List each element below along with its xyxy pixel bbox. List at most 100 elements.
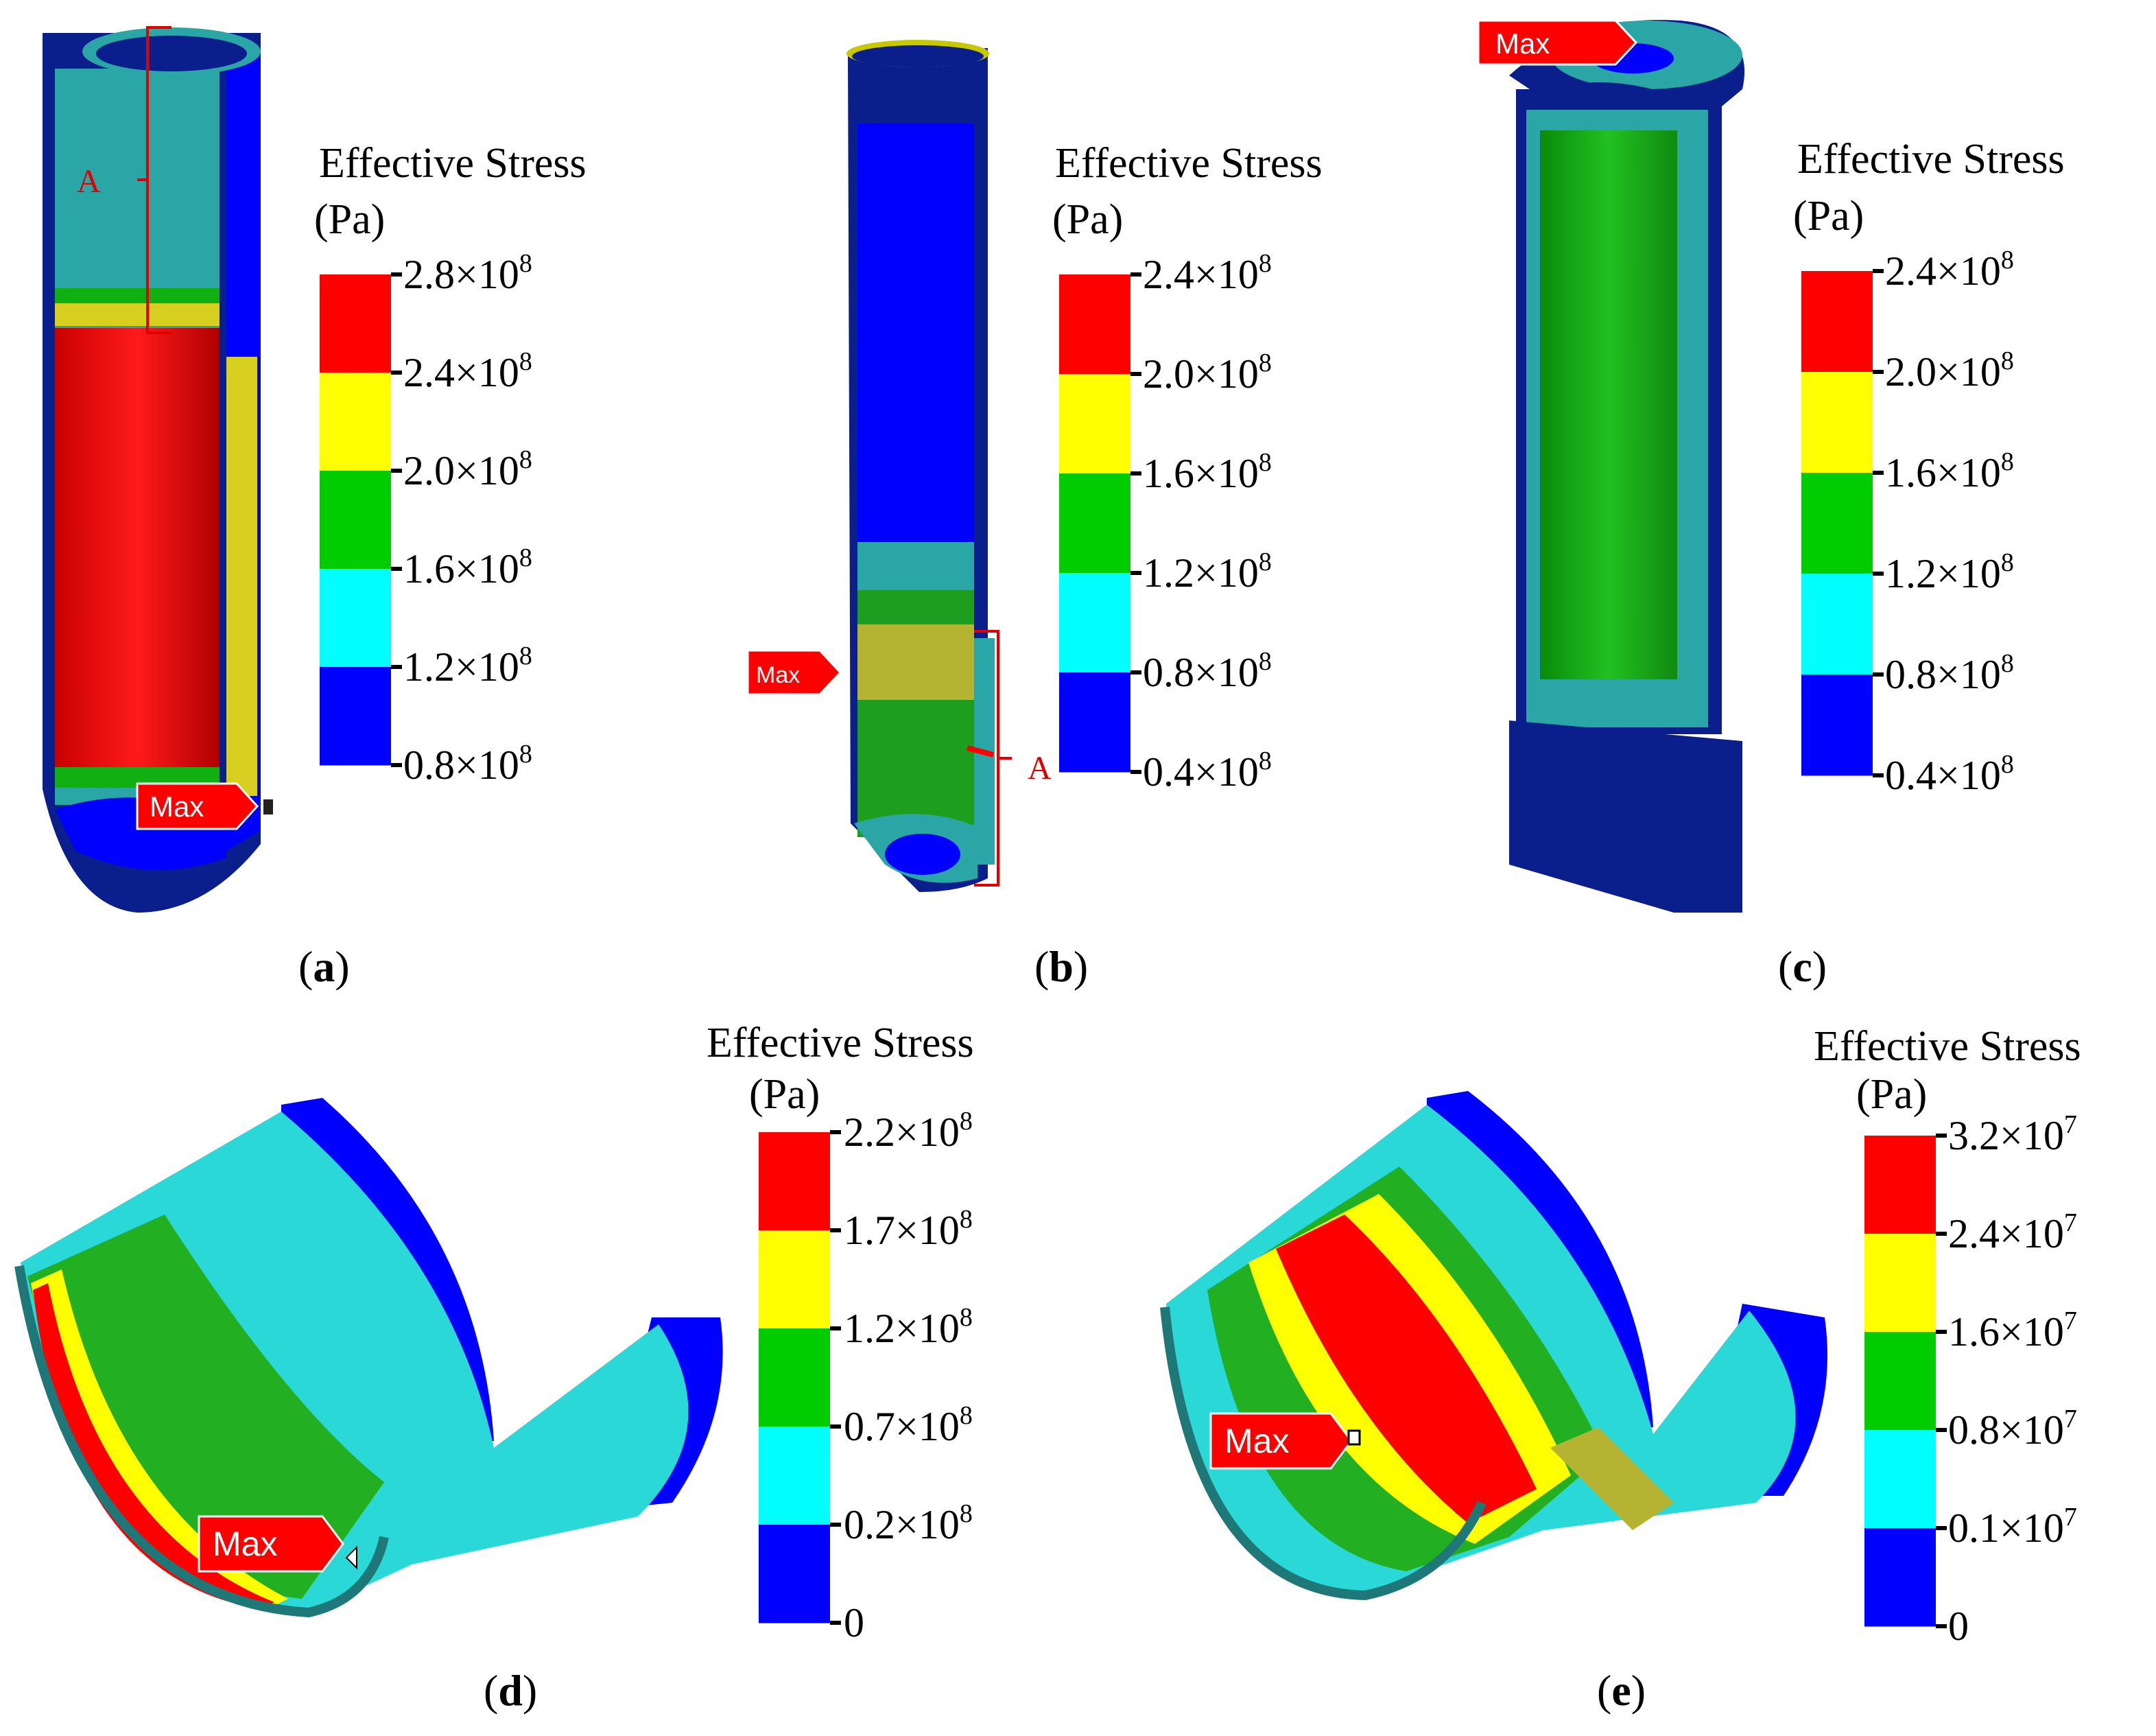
panel-e: Max Effective Stress(Pa) 3.2×107 2.4×107 1.…: [1160, 1023, 2081, 1715]
model-a-band-yellow: [55, 302, 220, 326]
legend-e-tick-label-5: 0.1×107: [1948, 1503, 2077, 1551]
model-a: [43, 27, 261, 913]
model-c: [1509, 20, 1745, 913]
legend-c-tick-label-3: 1.6×108: [1885, 447, 2014, 495]
model-a-top-hole: [96, 36, 247, 71]
max-marker-b: Max: [746, 649, 842, 696]
legend-d-tick-label-1: 2.2×108: [844, 1107, 973, 1155]
model-e-outer-rim: [1160, 1306, 1486, 1601]
region-a-marker-a: A: [77, 26, 171, 334]
legend-b-band-3: [1059, 473, 1130, 574]
legend-b-tick-label-3: 1.6×108: [1143, 448, 1272, 496]
legend-a: Effective Stress (Pa) 2.8×108 2.4×108 2.0×10…: [314, 140, 587, 788]
panel-a: A Max Effective Stress (Pa) 2.8×108 2.4×108…: [43, 26, 587, 991]
legend-d-tick-label-6: 0: [844, 1600, 864, 1645]
legend-b-unit: (Pa): [1052, 196, 1123, 243]
legend-a-tick-label-5: 1.2×108: [403, 642, 532, 690]
legend-d-title: Effective Stress: [707, 1020, 974, 1066]
legend-e-band-4: [1864, 1430, 1936, 1529]
legend-c-tick-label-1: 2.4×108: [1885, 246, 2014, 294]
legend-e-unit: (Pa): [1856, 1071, 1927, 1118]
legend-b-title: Effective Stress: [1055, 140, 1323, 187]
legend-c-tick-label-2: 2.0×108: [1885, 347, 2014, 395]
legend-e-band-5: [1864, 1528, 1936, 1627]
model-b: [846, 40, 995, 892]
legend-d: Effective Stress (Pa) 2.2×108 1.7×108 1.2×10…: [707, 1020, 974, 1645]
legend-a-tick-label-1: 2.8×108: [403, 249, 532, 297]
legend-c-band-1: [1801, 271, 1873, 373]
legend-a-band-1: [320, 274, 391, 373]
legend-a-band-5: [320, 667, 391, 766]
legend-a-tick-label-3: 2.0×108: [403, 445, 532, 493]
model-d: [14, 1098, 723, 1618]
panel-d: Max Effective Stress (Pa) 2.2×108 1.7×108 1.…: [14, 1020, 974, 1715]
max-label-b: Max: [756, 662, 800, 688]
legend-b-tick-label-2: 2.0×108: [1143, 349, 1272, 397]
legend-c-tick-label-5: 0.8×108: [1885, 649, 2014, 697]
model-c-green-cavity: [1540, 130, 1677, 679]
max-marker-a: Max: [136, 782, 273, 830]
panel-label-d: (d): [484, 1666, 537, 1715]
model-b-red-band: [966, 745, 995, 758]
max-label-e: Max: [1224, 1422, 1289, 1460]
legend-c-tick-label-6: 0.4×108: [1885, 750, 2014, 798]
legend-d-tick-label-2: 1.7×108: [844, 1205, 973, 1253]
region-a-marker-b: A: [974, 630, 1052, 887]
model-d-red-edge: [33, 1283, 274, 1609]
legend-b-tick-label-5: 0.8×108: [1143, 647, 1272, 695]
model-e-red-zone: [1276, 1215, 1537, 1523]
max-point-e: [1347, 1429, 1361, 1446]
legend-c: Effective Stress (Pa) 2.4×108 2.0×108 1.6×10…: [1793, 136, 2065, 798]
legend-e-tick-label-6: 0: [1948, 1604, 1969, 1649]
legend-b-band-2: [1059, 374, 1130, 474]
panel-b: A Max Effective Stress (Pa) 2.4×108 2.0×108…: [746, 40, 1323, 991]
model-e-olive-strip: [1550, 1427, 1674, 1530]
panel-label-a: (a): [298, 942, 350, 991]
legend-b: Effective Stress (Pa) 2.4×108 2.0×108 1.6×10…: [1052, 140, 1323, 795]
legend-c-band-2: [1801, 372, 1873, 473]
max-marker-c: Max: [1477, 19, 1638, 66]
legend-d-tick-label-3: 1.2×108: [844, 1303, 973, 1351]
model-b-top-hole: [852, 45, 984, 67]
legend-a-band-3: [320, 471, 391, 570]
legend-c-tick-label-4: 1.2×108: [1885, 548, 2014, 596]
legend-d-tick-label-4: 0.7×108: [844, 1401, 973, 1449]
model-d-green-zone: [27, 1215, 384, 1599]
model-d-outer-rim: [14, 1265, 389, 1618]
legend-b-band-4: [1059, 573, 1130, 673]
region-a-label-a: A: [77, 163, 101, 200]
legend-b-tick-label-6: 0.4×108: [1143, 747, 1272, 795]
legend-a-tick-label-6: 0.8×108: [403, 740, 532, 788]
max-label-c: Max: [1495, 27, 1550, 60]
max-label-d: Max: [213, 1525, 277, 1563]
model-e: [1160, 1091, 1827, 1601]
model-b-olive-zone: [857, 624, 974, 700]
max-marker-d: Max: [198, 1515, 357, 1573]
legend-c-band-4: [1801, 574, 1873, 675]
legend-c-title: Effective Stress: [1797, 136, 2065, 183]
legend-e-band-3: [1864, 1332, 1936, 1431]
legend-e-tick-label-1: 3.2×107: [1948, 1110, 2077, 1158]
model-a-yellow-strip: [226, 357, 257, 796]
max-marker-e: Max: [1209, 1412, 1361, 1470]
legend-a-tick-label-2: 2.4×108: [403, 347, 532, 395]
legend-d-unit: (Pa): [749, 1071, 820, 1118]
legend-e-tick-label-2: 2.4×107: [1948, 1208, 2077, 1256]
max-label-a: Max: [150, 790, 204, 823]
legend-d-band-1: [759, 1132, 830, 1231]
legend-a-tick-label-4: 1.6×108: [403, 543, 532, 591]
model-a-band-green: [55, 288, 220, 303]
model-c-right-strip: [1684, 110, 1708, 727]
legend-c-band-3: [1801, 473, 1873, 574]
legend-a-band-2: [320, 373, 391, 471]
legend-e-tick-label-4: 0.8×107: [1948, 1405, 2077, 1453]
legend-a-band-4: [320, 569, 391, 668]
legend-d-band-3: [759, 1328, 830, 1427]
legend-a-unit: (Pa): [314, 196, 385, 243]
max-point-a: [263, 799, 273, 814]
legend-c-band-5: [1801, 675, 1873, 776]
model-c-bottom-arc: [1540, 679, 1677, 727]
legend-d-tick-label-5: 0.2×108: [844, 1499, 973, 1547]
legend-b-band-1: [1059, 274, 1130, 375]
